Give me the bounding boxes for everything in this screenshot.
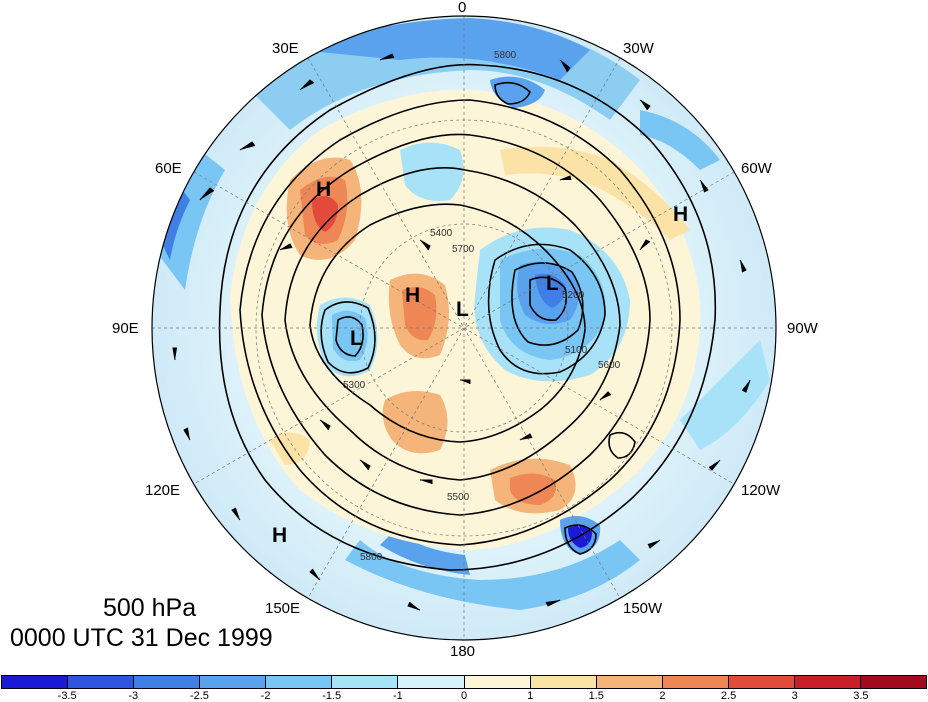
- lon-label-120w: 120W: [741, 482, 781, 499]
- colorbar-swatch: [2, 676, 69, 688]
- height-contours: [218, 63, 717, 571]
- contour-label: 5100: [565, 345, 588, 356]
- contour-label: 5600: [598, 360, 621, 371]
- colorbar: [1, 675, 927, 689]
- contour-label: 5200: [562, 290, 585, 301]
- globe-border: [151, 15, 777, 641]
- colorbar-tick-label: -2: [260, 690, 271, 702]
- high-pressure-marker: H: [405, 284, 421, 307]
- colorbar-tick-label: 3.5: [853, 690, 869, 702]
- colorbar-swatch: [464, 676, 531, 688]
- lon-label-60w: 60W: [741, 160, 772, 177]
- colorbar-swatch: [332, 676, 399, 688]
- lon-label-60e: 60E: [155, 160, 182, 177]
- lon-label-150w: 150W: [623, 600, 663, 617]
- colorbar-tick-label: 1: [527, 690, 534, 702]
- lon-label-90w: 90W: [787, 320, 818, 337]
- lon-label-90e: 90E: [112, 320, 139, 337]
- colorbar-swatch: [134, 676, 201, 688]
- colorbar-swatch: [68, 676, 135, 688]
- colorbar-tick-label: -3.5: [57, 690, 77, 702]
- colorbar-tick-label: 1.5: [588, 690, 604, 702]
- lon-label-180: 180: [450, 643, 476, 660]
- colorbar-swatch: [266, 676, 333, 688]
- lon-label-120e: 120E: [145, 482, 181, 499]
- contour-label: 5300: [343, 380, 366, 391]
- contour-label: 5800: [360, 552, 383, 563]
- colorbar-swatch: [530, 676, 597, 688]
- low-pressure-marker: L: [350, 327, 363, 350]
- colorbar-swatch: [398, 676, 465, 688]
- colorbar-swatch: [861, 676, 927, 688]
- pressure-level-title: 500 hPa: [103, 594, 197, 622]
- low-pressure-marker: L: [546, 272, 559, 295]
- valid-time-title: 0000 UTC 31 Dec 1999: [10, 624, 273, 652]
- colorbar-swatch: [596, 676, 663, 688]
- colorbar-tick-label: -2.5: [189, 690, 209, 702]
- colorbar-tick-label: 2: [659, 690, 666, 702]
- contour-label: 5800: [494, 50, 517, 61]
- colorbar-swatch: [662, 676, 729, 688]
- lon-label-0: 0: [458, 0, 467, 16]
- high-pressure-marker: H: [673, 203, 689, 226]
- low-pressure-marker: L: [456, 298, 469, 321]
- colorbar-swatch: [794, 676, 862, 688]
- contour-label: 5400: [430, 228, 453, 239]
- colorbar-swatch: [200, 676, 267, 688]
- colorbar-tick-label: -1: [392, 690, 403, 702]
- graticule: [152, 16, 776, 640]
- colorbar-tick-label: 2.5: [720, 690, 737, 702]
- colorbar-tick-label: 3: [791, 690, 798, 702]
- lon-label-30e: 30E: [272, 40, 299, 57]
- contour-label: 5700: [452, 244, 475, 255]
- wind-barbs: [172, 53, 751, 611]
- lon-label-150e: 150E: [265, 600, 301, 617]
- colorbar-tick-label: 0: [460, 690, 468, 702]
- colorbar-swatch: [728, 676, 795, 688]
- high-pressure-marker: H: [272, 524, 288, 547]
- colorbar-tick-label: -3: [128, 690, 139, 702]
- lon-label-30w: 30W: [623, 40, 654, 57]
- colorbar-tick-label: -1.5: [322, 690, 342, 702]
- contour-label: 5500: [447, 492, 470, 503]
- high-pressure-marker: H: [316, 178, 332, 201]
